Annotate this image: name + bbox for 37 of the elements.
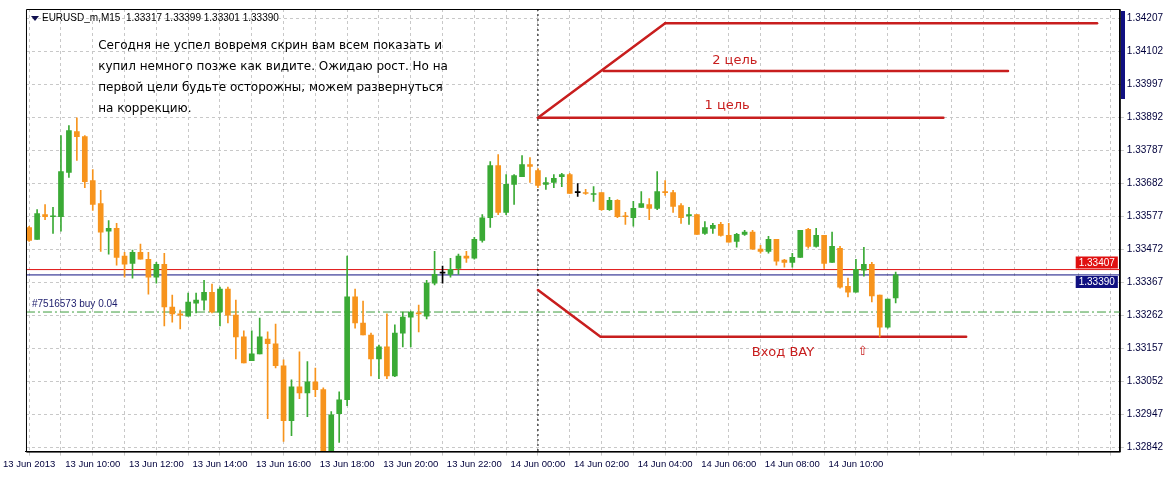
x-tick-label: 14 Jun 10:00: [828, 457, 884, 469]
x-tick-label: 14 Jun 02:00: [574, 457, 629, 469]
annotation: Сегодня не успел вовремя скрин вам всем показать и купил немного позже как видите. Ожидаю рост. Но на первой цели будьте осторожны, можем развернуться на коррекцию.: [98, 37, 448, 115]
ref-line-label: 1.33407: [1078, 256, 1116, 268]
y-tick-label: 1.33367: [1126, 275, 1164, 287]
annotation: Вход BAY: [751, 344, 815, 360]
y-tick-label: 1.33157: [1126, 341, 1164, 353]
annotation: 1 цель: [704, 96, 750, 112]
ref-line-label: #7516573 buy 0.04: [31, 297, 119, 309]
x-tick-label: 13 Jun 20:00: [383, 457, 439, 469]
y-tick-label: 1.33472: [1126, 242, 1164, 254]
x-tick-label: 13 Jun 10:00: [65, 457, 121, 469]
y-tick-label: 1.34207: [1126, 11, 1164, 23]
x-tick-label: 13 Jun 12:00: [128, 457, 184, 469]
y-tick-label: 1.33577: [1126, 209, 1164, 221]
x-tick-label: 13 Jun 2013: [3, 457, 56, 469]
y-tick-label: 1.33997: [1126, 77, 1164, 89]
y-tick-label: 1.34102: [1126, 44, 1164, 56]
annotation: ⇧: [857, 343, 869, 359]
x-tick-label: 14 Jun 04:00: [637, 457, 693, 469]
x-tick-label: 14 Jun 00:00: [510, 457, 566, 469]
y-tick-label: 1.33052: [1126, 374, 1164, 386]
x-tick-label: 14 Jun 08:00: [764, 457, 820, 469]
y-tick-label: 1.32842: [1126, 440, 1164, 452]
x-tick-label: 13 Jun 14:00: [192, 457, 248, 469]
annotation: 2 цель: [712, 52, 758, 68]
y-tick-label: 1.33787: [1126, 143, 1164, 155]
ref-line-label: 1.33390: [1078, 276, 1116, 288]
y-tick-label: 1.33262: [1126, 308, 1164, 320]
x-tick-label: 13 Jun 22:00: [446, 457, 502, 469]
x-tick-label: 14 Jun 06:00: [701, 457, 757, 469]
x-tick-label: 13 Jun 18:00: [319, 457, 375, 469]
x-tick-label: 13 Jun 16:00: [256, 457, 312, 469]
y-tick-label: 1.33892: [1126, 110, 1164, 122]
y-tick-label: 1.33682: [1126, 176, 1164, 188]
chart-title: EURUSD_m,M15 1.33317 1.33399 1.33301 1.33390: [41, 11, 280, 23]
y-tick-label: 1.32947: [1126, 407, 1164, 419]
